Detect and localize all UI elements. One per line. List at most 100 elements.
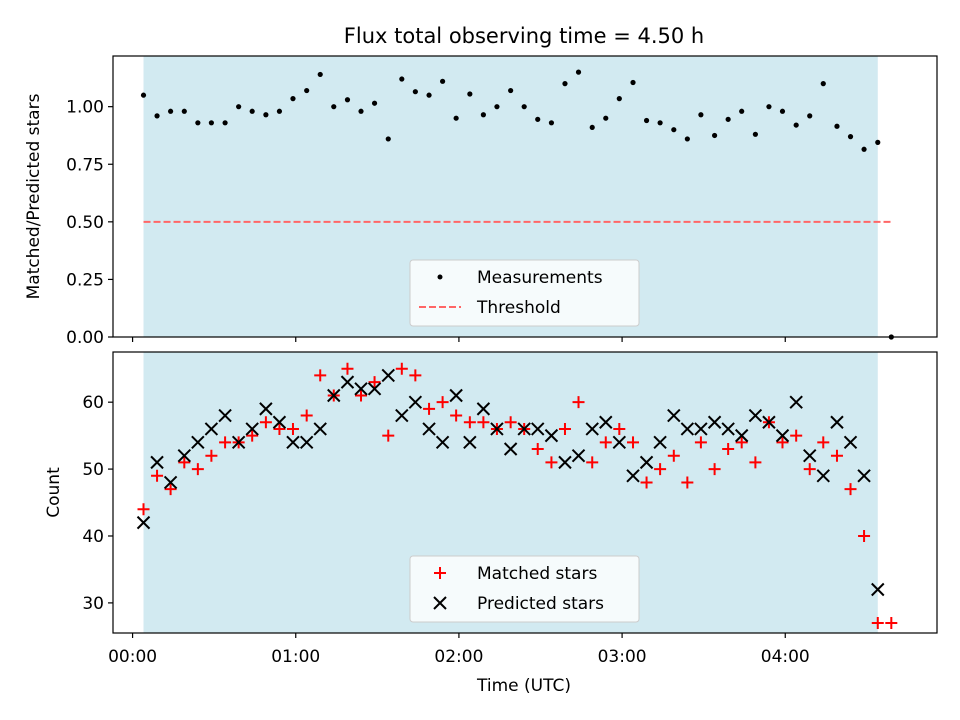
measurement-point bbox=[399, 76, 405, 82]
measurement-point bbox=[140, 92, 147, 98]
matched-star-point bbox=[735, 436, 748, 449]
predicted-star-point bbox=[313, 422, 327, 436]
matched-star-point bbox=[871, 616, 884, 629]
matched-star-point bbox=[640, 476, 653, 489]
matched-star-point bbox=[463, 416, 476, 429]
matched-star-point bbox=[314, 369, 327, 382]
predicted-star-point bbox=[422, 422, 436, 436]
count-panel: 30 40 50 60 00:00 01:00 02:00 03:00 04:00 Count… bbox=[44, 351, 938, 696]
measurement-point bbox=[712, 132, 718, 139]
measurement-point bbox=[440, 78, 446, 84]
predicted-star-point bbox=[571, 448, 586, 463]
measurement-point bbox=[263, 112, 269, 118]
predicted-star-point bbox=[544, 428, 559, 443]
predicted-star-point bbox=[245, 422, 259, 436]
matched-star-point bbox=[599, 436, 612, 449]
matched-star-point bbox=[273, 422, 286, 435]
ratio-panel: 0.00 0.25 0.50 0.75 1.00 Matched/Predicted s… bbox=[24, 55, 938, 348]
predicted-star-point bbox=[463, 435, 477, 450]
predicted-star-point bbox=[163, 475, 178, 490]
matched-star-point bbox=[137, 503, 150, 516]
matched-star-point bbox=[409, 369, 422, 382]
matched-star-point bbox=[205, 449, 218, 462]
predicted-star-point bbox=[204, 422, 219, 436]
matched-star-point bbox=[368, 376, 381, 389]
predicted-star-point bbox=[775, 428, 790, 443]
predicted-star-point bbox=[871, 582, 885, 597]
predicted-star-point bbox=[286, 435, 300, 450]
predicted-star-point bbox=[680, 422, 695, 436]
measurement-point bbox=[249, 108, 255, 114]
predicted-star-point bbox=[381, 368, 395, 383]
predicted-star-point bbox=[612, 435, 627, 450]
measurement-point bbox=[535, 116, 541, 122]
measurement-point bbox=[222, 120, 228, 126]
predicted-star-point bbox=[150, 455, 164, 470]
predicted-star-point bbox=[558, 455, 572, 470]
measurement-point bbox=[657, 120, 663, 126]
matched-star-point bbox=[558, 422, 571, 435]
ratio-y-tick-label: 0.50 bbox=[66, 213, 104, 233]
measurement-point bbox=[467, 91, 473, 97]
legend-measurement-marker bbox=[437, 274, 443, 280]
measurement-point bbox=[331, 104, 337, 110]
count-y-axis-label: Count bbox=[44, 467, 64, 518]
matched-star-point bbox=[776, 436, 789, 449]
matched-star-point bbox=[803, 463, 816, 476]
matched-star-point bbox=[722, 443, 735, 456]
predicted-star-point bbox=[476, 402, 491, 416]
matched-star-point bbox=[395, 362, 408, 375]
measurement-point bbox=[276, 108, 283, 114]
count-legend: Matched stars Predicted stars bbox=[409, 555, 640, 623]
measurement-point bbox=[739, 108, 745, 114]
measurement-point bbox=[371, 100, 378, 106]
count-panel-frame bbox=[112, 351, 938, 634]
measurement-points bbox=[140, 69, 894, 340]
ratio-y-tick-label: 0.25 bbox=[66, 270, 104, 290]
predicted-star-point bbox=[734, 428, 749, 443]
predicted-star-point bbox=[599, 415, 613, 429]
matched-star-point bbox=[300, 409, 313, 422]
matched-star-point bbox=[586, 456, 599, 469]
measurement-point bbox=[861, 146, 867, 152]
ratio-y-axis-label: Matched/Predicted stars bbox=[24, 93, 44, 299]
count-points bbox=[136, 362, 898, 629]
measurement-point bbox=[426, 92, 432, 98]
predicted-star-point bbox=[585, 422, 599, 436]
measurement-point bbox=[508, 87, 514, 94]
matched-star-point bbox=[613, 422, 626, 435]
predicted-star-point bbox=[762, 415, 776, 429]
predicted-star-point bbox=[789, 395, 803, 409]
matched-star-point bbox=[259, 416, 272, 429]
measurement-point bbox=[195, 120, 201, 126]
matched-star-point bbox=[191, 463, 204, 476]
measurement-point bbox=[807, 113, 813, 119]
measurement-point bbox=[589, 124, 595, 131]
predicted-star-point bbox=[136, 515, 151, 530]
matched-star-point bbox=[545, 456, 558, 469]
predicted-star-point bbox=[653, 435, 667, 450]
matched-star-point bbox=[708, 463, 721, 476]
predicted-star-point bbox=[367, 382, 382, 396]
matched-star-point bbox=[436, 396, 449, 409]
predicted-star-point bbox=[259, 402, 273, 416]
measurement-point bbox=[548, 120, 555, 126]
ratio-legend: Measurements Threshold bbox=[409, 259, 640, 327]
measurement-point bbox=[766, 104, 772, 110]
predicted-star-point bbox=[667, 408, 681, 423]
predicted-star-point bbox=[177, 448, 192, 463]
measurement-point bbox=[167, 108, 174, 114]
predicted-star-point bbox=[639, 455, 654, 470]
measurement-point bbox=[494, 104, 500, 110]
chart-title: Flux total observing time = 4.50 h bbox=[344, 24, 704, 48]
count-x-axis: 00:00 01:00 02:00 03:00 04:00 bbox=[108, 633, 810, 667]
measurement-point bbox=[344, 97, 351, 103]
matched-star-point bbox=[572, 396, 585, 409]
measurement-point bbox=[643, 117, 650, 124]
x-axis-label: Time (UTC) bbox=[476, 676, 571, 696]
matched-star-point bbox=[830, 449, 843, 462]
predicted-star-point bbox=[517, 422, 531, 436]
measurement-point bbox=[779, 108, 786, 114]
legend-matched-label: Matched stars bbox=[477, 564, 597, 584]
measurement-point bbox=[684, 136, 690, 142]
